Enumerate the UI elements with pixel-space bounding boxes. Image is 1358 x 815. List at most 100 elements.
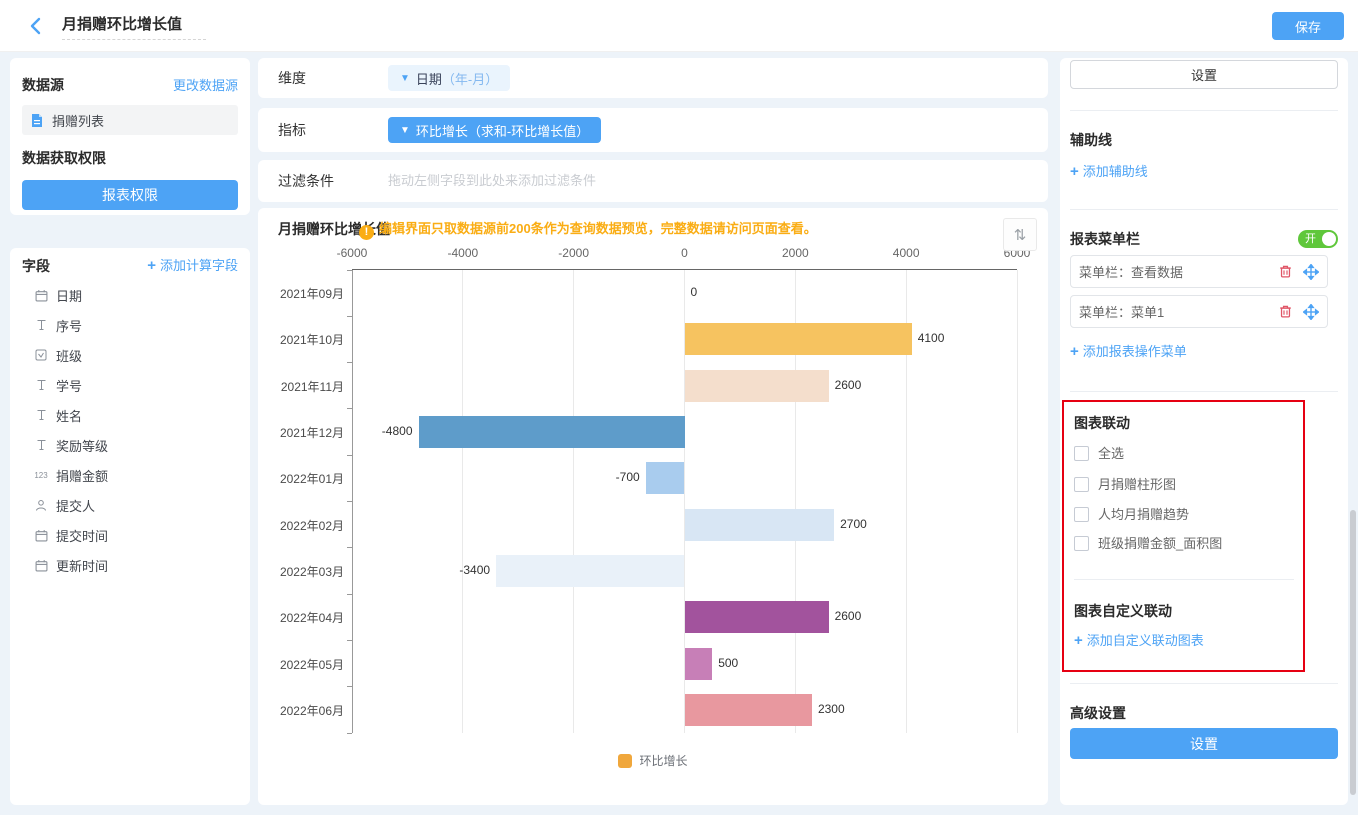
bar-value-label: -700 (615, 470, 640, 485)
filter-row[interactable]: 过滤条件 拖动左侧字段到此处来添加过滤条件 (258, 160, 1048, 202)
linkage-checkbox[interactable] (1074, 536, 1089, 551)
field-item[interactable]: 123 捐赠金额 (32, 462, 248, 488)
y-axis-tick (347, 686, 352, 688)
divider (1074, 579, 1294, 580)
divider (1070, 110, 1338, 111)
y-axis-tick (347, 362, 352, 364)
bar[interactable] (684, 647, 713, 680)
bar-value-label: 4100 (917, 331, 945, 346)
metric-tag[interactable]: ▼ 环比增长（求和-环比增长值） (388, 117, 602, 143)
scrollbar-thumb[interactable] (1350, 510, 1356, 795)
permission-title: 数据获取权限 (22, 150, 106, 166)
legend-item[interactable]: 环比增长 (258, 752, 1048, 769)
bar-value-label: 2600 (834, 609, 862, 624)
aux-line-title: 辅助线 (1070, 132, 1112, 148)
field-item[interactable]: 提交人 (32, 492, 248, 518)
add-custom-linkage-link[interactable]: + 添加自定义联动图表 (1074, 632, 1204, 649)
change-datasource-link[interactable]: 更改数据源 (172, 78, 238, 93)
advanced-settings-button[interactable]: 设置 (1070, 728, 1338, 759)
bar[interactable] (684, 693, 812, 726)
bar-value-label: -4800 (381, 424, 413, 439)
y-axis-line (351, 270, 353, 733)
dimension-tag[interactable]: ▼ 日期 （年-月） (388, 65, 511, 91)
text-icon (32, 379, 50, 391)
linkage-checkbox[interactable] (1074, 507, 1089, 522)
linkage-option-label: 班级捐赠金额_面积图 (1098, 536, 1223, 551)
text-icon (32, 409, 50, 421)
x-tick-label: 4000 (892, 246, 920, 260)
toggle-on-label: 开 (1305, 233, 1316, 245)
dimension-row: 维度 ▼ 日期 （年-月） (258, 58, 1048, 98)
move-icon[interactable] (1303, 303, 1319, 320)
filter-label: 过滤条件 (278, 173, 334, 189)
top-bar: 月捐赠环比增长值 保存 (0, 0, 1358, 52)
datasource-item[interactable]: 捐赠列表 (22, 105, 238, 135)
trash-icon[interactable] (1278, 264, 1293, 279)
menu-item: 菜单栏：菜单1 (1070, 295, 1328, 328)
field-item[interactable]: 姓名 (32, 402, 248, 428)
chart-linkage-title: 图表联动 (1074, 415, 1130, 431)
y-axis-tick (347, 408, 352, 410)
plus-icon: + (1070, 343, 1079, 360)
settings-panel (1060, 58, 1348, 805)
divider (1070, 683, 1338, 684)
fields-panel: 字段 + 添加计算字段 日期 序号 班级 学号 姓名 奖励等级 123 捐赠金额 … (10, 248, 250, 805)
y-axis-tick (347, 315, 352, 317)
category-label: 2021年09月 (279, 287, 344, 302)
linkage-checkbox[interactable] (1074, 477, 1089, 492)
gridline (573, 270, 575, 733)
calendar-icon (32, 529, 50, 542)
y-axis-tick (347, 732, 352, 734)
select-all-label[interactable]: 全选 (1098, 446, 1125, 461)
select-all-checkbox[interactable] (1074, 446, 1089, 461)
add-aux-line-link[interactable]: + 添加辅助线 (1070, 163, 1148, 180)
menu-item: 菜单栏：查看数据 (1070, 255, 1328, 288)
toggle-knob (1322, 232, 1336, 246)
bar[interactable] (684, 601, 829, 634)
bar[interactable] (496, 554, 685, 587)
field-item[interactable]: 更新时间 (32, 552, 248, 578)
calendar-icon (32, 559, 50, 572)
dimension-label: 维度 (278, 70, 306, 86)
y-axis-tick (347, 639, 352, 641)
report-menubar-title: 报表菜单栏 (1070, 231, 1140, 247)
chart-settings-button[interactable]: 设置 (1070, 60, 1338, 89)
y-axis-tick (347, 547, 352, 549)
menubar-toggle[interactable]: 开 (1298, 230, 1338, 248)
field-item[interactable]: 奖励等级 (32, 432, 248, 458)
add-report-menu-link[interactable]: + 添加报表操作菜单 (1070, 343, 1187, 360)
add-calc-field-link[interactable]: + 添加计算字段 (147, 257, 238, 274)
title-underline (62, 39, 206, 40)
field-item[interactable]: 提交时间 (32, 522, 248, 548)
linkage-option-label: 人均月捐赠趋势 (1098, 507, 1190, 522)
highlight-red-box (1062, 400, 1305, 672)
bar[interactable] (645, 462, 685, 495)
report-permission-button[interactable]: 报表权限 (22, 180, 238, 210)
field-item[interactable]: 序号 (32, 312, 248, 338)
field-item[interactable]: 学号 (32, 372, 248, 398)
divider (1070, 391, 1338, 392)
bar[interactable] (684, 508, 835, 541)
sort-toggle-button[interactable]: ⇅ (1003, 218, 1037, 251)
gridline (462, 270, 464, 733)
bar-value-label: 0 (690, 285, 698, 300)
bar-value-label: 2700 (840, 516, 867, 531)
category-label: 2022年04月 (279, 611, 344, 626)
back-icon[interactable] (28, 16, 44, 41)
bar-value-label: 2600 (834, 377, 862, 392)
trash-icon[interactable] (1278, 304, 1293, 319)
bar[interactable] (418, 416, 685, 449)
sort-icon: ⇅ (1013, 226, 1027, 244)
bar[interactable] (684, 323, 912, 356)
bar-chart-plot: -6000 -4000 -2000 0 2000 4000 6000 2021年09月 0 202… (280, 246, 1030, 734)
field-item[interactable]: 日期 (32, 282, 248, 308)
move-icon[interactable] (1303, 263, 1319, 280)
bar[interactable] (684, 369, 829, 402)
advanced-settings-title: 高级设置 (1070, 705, 1126, 721)
category-label: 2022年02月 (279, 518, 344, 533)
legend-label: 环比增长 (639, 754, 688, 768)
y-axis-tick (347, 501, 352, 502)
field-item[interactable]: 班级 (32, 342, 248, 368)
save-button[interactable]: 保存 (1272, 12, 1344, 40)
legend-swatch (618, 753, 633, 768)
